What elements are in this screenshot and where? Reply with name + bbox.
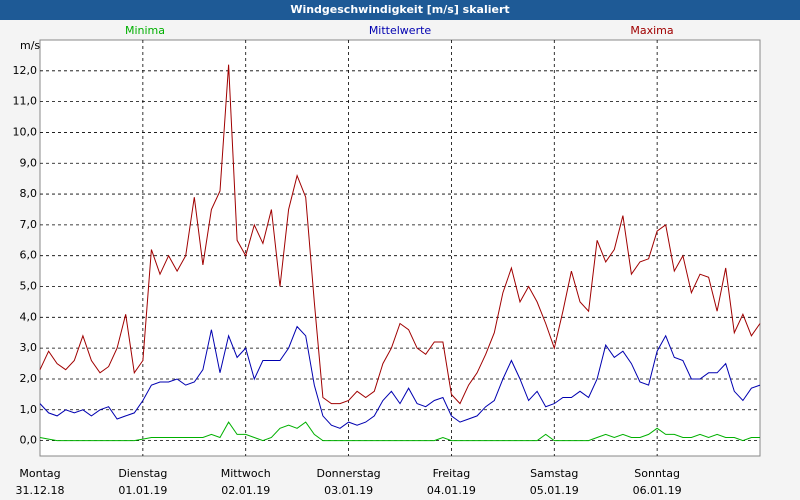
x-tick-date: 05.01.19 [530, 484, 579, 497]
legend-entry: Maxima [630, 24, 673, 37]
y-unit: m/s [20, 39, 40, 52]
legend-entry: Mittelwerte [369, 24, 432, 37]
y-tick-label: 7,0 [20, 218, 38, 231]
x-tick-label: Sonntag [634, 467, 680, 480]
x-tick-date: 01.01.19 [118, 484, 167, 497]
x-tick-date: 06.01.19 [633, 484, 682, 497]
y-tick-label: 11,0 [13, 95, 38, 108]
y-tick-label: 0,0 [20, 434, 38, 447]
x-tick-label: Montag [19, 467, 60, 480]
series-line [39, 325, 761, 429]
title-bar [0, 0, 800, 20]
series-line [39, 421, 760, 442]
x-tick-date: 02.01.19 [221, 484, 270, 497]
x-tick-date: 31.12.18 [16, 484, 65, 497]
y-tick-label: 12,0 [13, 64, 38, 77]
y-tick-label: 2,0 [20, 372, 38, 385]
y-tick-label: 10,0 [13, 125, 38, 138]
x-tick-date: 04.01.19 [427, 484, 476, 497]
x-tick-label: Samstag [530, 467, 578, 480]
y-tick-label: 8,0 [20, 187, 38, 200]
y-tick-label: 3,0 [20, 341, 38, 354]
chart-title: Windgeschwindigkeit [m/s] skaliert [290, 3, 509, 16]
x-tick-label: Freitag [433, 467, 471, 480]
y-tick-label: 5,0 [20, 280, 38, 293]
x-tick-label: Dienstag [118, 467, 167, 480]
y-tick-label: 1,0 [20, 403, 38, 416]
legend-entry: Minima [125, 24, 165, 37]
y-tick-label: 9,0 [20, 156, 38, 169]
plot-area [39, 39, 761, 457]
x-tick-date: 03.01.19 [324, 484, 373, 497]
y-tick-label: 6,0 [20, 249, 38, 262]
y-tick-label: 4,0 [20, 310, 38, 323]
x-tick-label: Mittwoch [221, 467, 271, 480]
series-line [39, 64, 761, 405]
x-tick-label: Donnerstag [316, 467, 380, 480]
